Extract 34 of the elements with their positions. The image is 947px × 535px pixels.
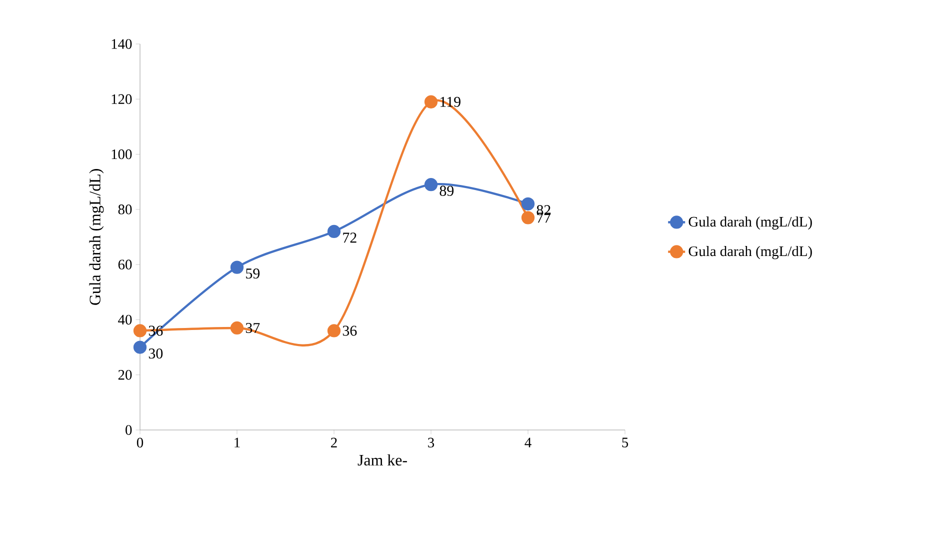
point	[230, 260, 244, 274]
data-label: 72	[343, 232, 356, 243]
x-tick-label: 2	[331, 438, 337, 448]
y-tick-label: 60	[118, 260, 132, 270]
point	[133, 324, 147, 338]
point	[327, 324, 341, 338]
x-tick-label: 3	[428, 438, 434, 448]
y-tick-label: 40	[118, 314, 132, 325]
point	[133, 340, 147, 354]
legend-label: Gula darah (mgL/dL)	[688, 216, 812, 230]
x-axis-title: Jam ke-	[358, 454, 407, 466]
y-tick-label: 120	[112, 94, 132, 104]
y-tick-label: 140	[112, 39, 132, 49]
point	[424, 95, 438, 108]
y-tick-label: 80	[118, 204, 132, 214]
y-tick-label: 20	[118, 370, 132, 380]
data-label: 30	[148, 348, 163, 359]
data-label: 89	[440, 186, 454, 196]
point	[230, 321, 244, 335]
x-tick-label: 4	[524, 438, 532, 448]
data-label: 36	[148, 326, 163, 336]
x-tick-label: 0	[136, 438, 144, 448]
y-tick-label: 100	[112, 149, 132, 160]
data-label: 59	[246, 268, 260, 279]
point	[521, 211, 535, 224]
legend-label: Gula darah (mgL/dL)	[688, 246, 812, 260]
point	[424, 178, 438, 192]
x-tick-label: 5	[622, 438, 628, 448]
point	[327, 224, 341, 238]
point	[521, 197, 535, 210]
x-tick-label: 1	[234, 438, 240, 448]
y-tick-label: 0	[126, 425, 132, 435]
data-label: 36	[342, 326, 357, 336]
y-axis-title: Gula darah (mgL/dL)	[89, 169, 104, 305]
